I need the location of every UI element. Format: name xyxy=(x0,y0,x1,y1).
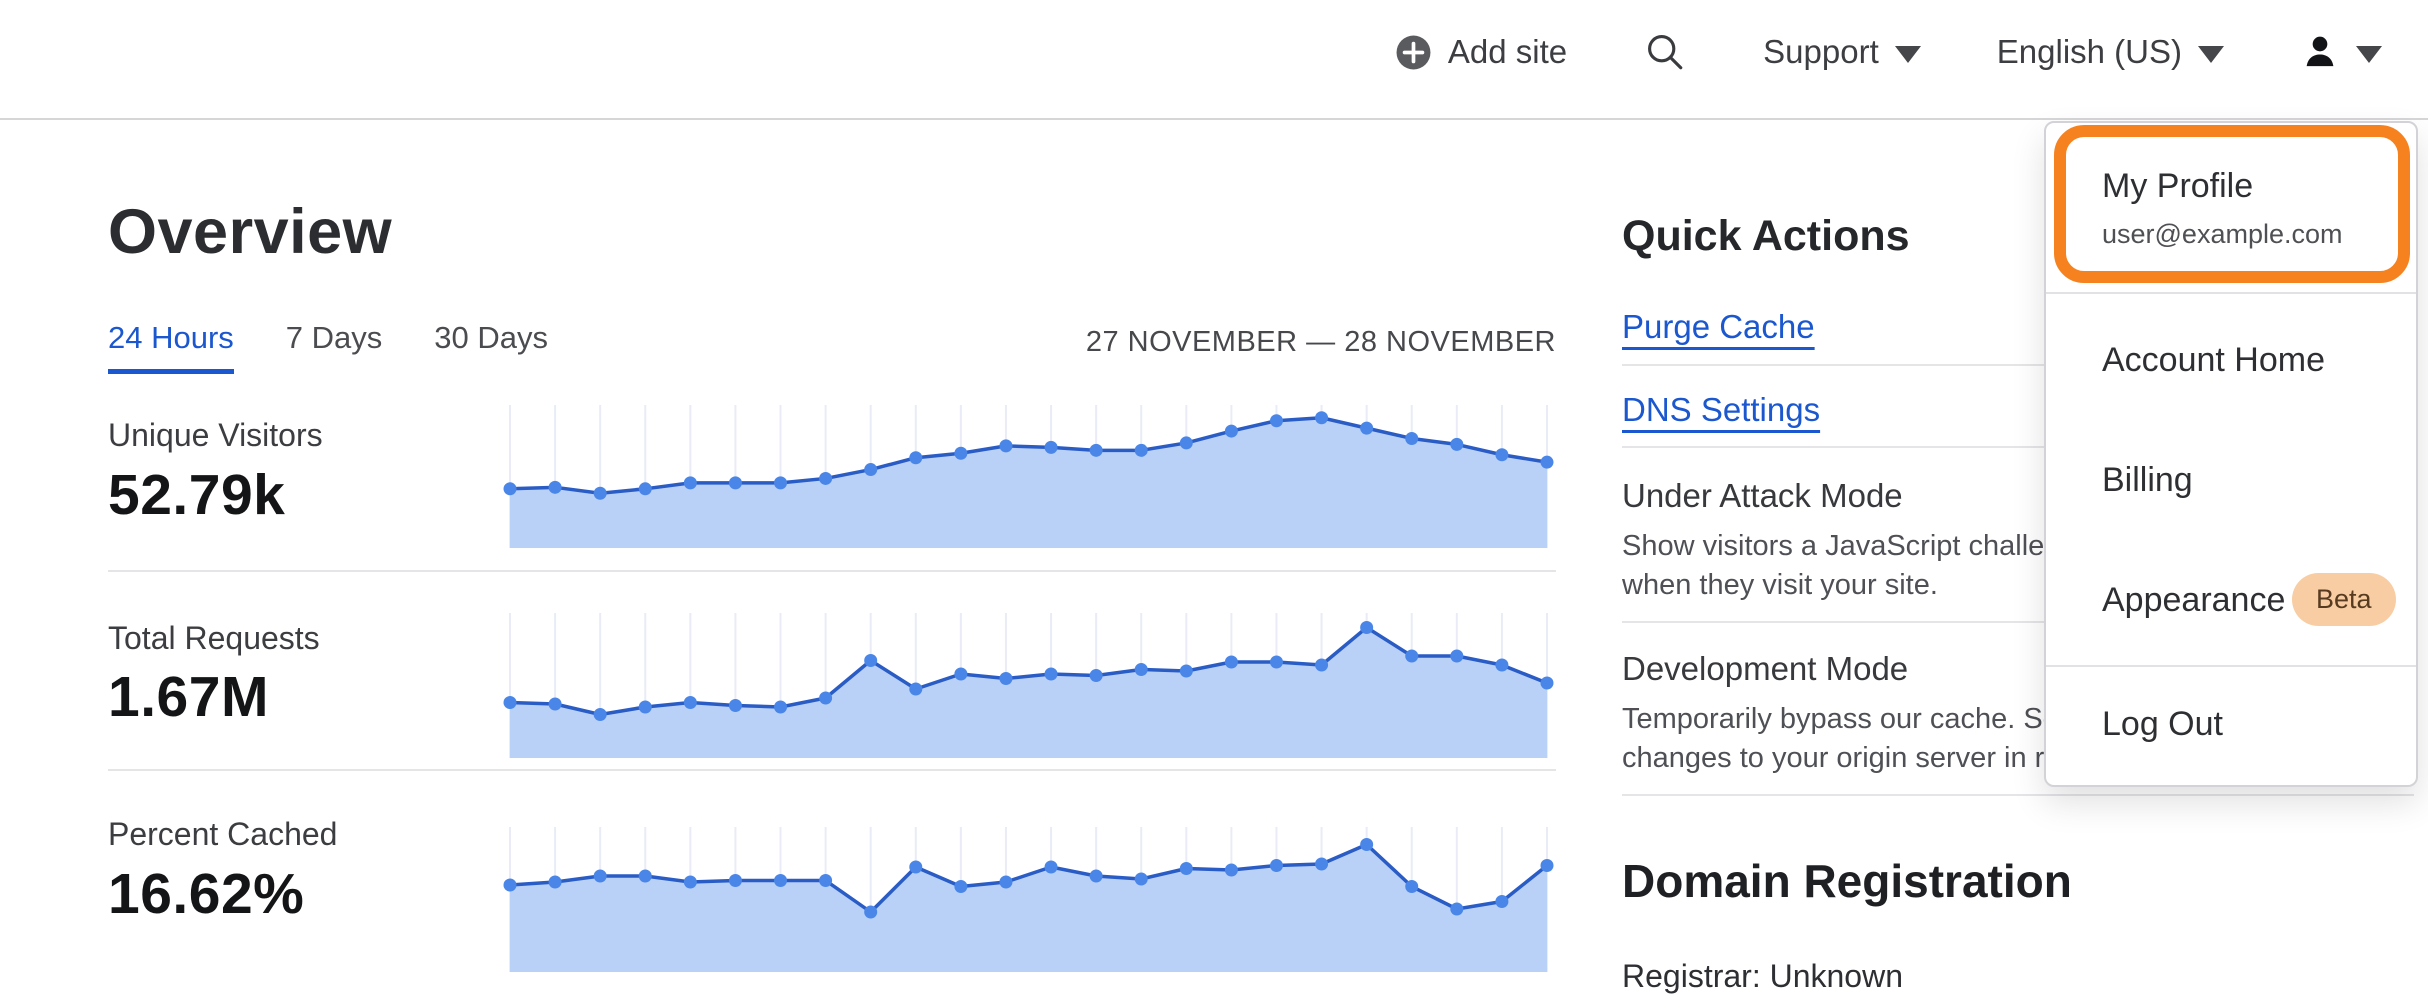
registrar-label: Registrar: Unknown xyxy=(1622,958,1903,994)
divider xyxy=(108,570,1556,572)
appearance-item[interactable]: Appearance xyxy=(2102,581,2286,619)
divider xyxy=(1622,621,2414,623)
chevron-down-icon xyxy=(2356,46,2382,63)
domain-registration-title: Domain Registration xyxy=(1622,855,2072,907)
chevron-down-icon xyxy=(1894,46,1921,63)
account-home-item[interactable]: Account Home xyxy=(2102,341,2325,379)
account-dropdown-menu: My Profile user@example.com Account Home… xyxy=(2044,121,2418,787)
divider xyxy=(2046,665,2416,667)
purge-cache-link[interactable]: Purge Cache xyxy=(1622,308,1815,345)
page-title: Overview xyxy=(108,197,393,267)
tab-30-days[interactable]: 30 Days xyxy=(434,320,549,355)
unique-visitors-chart[interactable] xyxy=(503,400,1554,548)
divider xyxy=(1622,446,2414,448)
dns-settings-link[interactable]: DNS Settings xyxy=(1622,391,1821,428)
tab-7-days[interactable]: 7 Days xyxy=(285,320,383,355)
metric-label-unique-visitors: Unique Visitors xyxy=(108,417,323,453)
percent-cached-chart[interactable] xyxy=(503,822,1554,972)
metric-value-total-requests: 1.67M xyxy=(108,665,269,729)
billing-item[interactable]: Billing xyxy=(2102,461,2193,499)
quick-actions-title: Quick Actions xyxy=(1622,212,1910,260)
user-avatar-icon xyxy=(2306,36,2334,67)
divider xyxy=(2046,292,2416,294)
my-profile-item[interactable]: My Profile xyxy=(2102,167,2254,205)
divider xyxy=(1622,364,2414,366)
top-nav: Add site Support English (US) xyxy=(0,0,2428,120)
development-mode-description-line1: Temporarily bypass our cache. See xyxy=(1622,703,2075,735)
chevron-down-icon xyxy=(2198,46,2224,63)
metric-value-percent-cached: 16.62% xyxy=(108,862,305,926)
log-out-item[interactable]: Log Out xyxy=(2102,705,2223,743)
divider xyxy=(1622,794,2414,796)
support-label: Support xyxy=(1763,33,1879,70)
add-site-button[interactable]: Add site xyxy=(1395,33,1567,71)
add-site-plus-icon xyxy=(1396,35,1431,69)
search-button[interactable] xyxy=(1643,30,1687,74)
beta-badge: Beta xyxy=(2292,573,2396,626)
tab-24-hours[interactable]: 24 Hours xyxy=(108,320,234,374)
profile-email: user@example.com xyxy=(2102,219,2343,249)
time-range-tabs: 24 Hours 7 Days 30 Days xyxy=(108,320,548,374)
metric-value-unique-visitors: 52.79k xyxy=(108,463,286,527)
under-attack-mode-description-line2: when they visit your site. xyxy=(1622,569,1938,601)
under-attack-mode-description-line1: Show visitors a JavaScript challenge xyxy=(1622,530,2093,562)
under-attack-mode-title: Under Attack Mode xyxy=(1622,477,1903,514)
metric-label-total-requests: Total Requests xyxy=(108,620,320,656)
language-label: English (US) xyxy=(1996,33,2182,70)
account-menu-button[interactable] xyxy=(2300,32,2382,72)
search-icon xyxy=(1648,35,1683,70)
divider xyxy=(108,769,1556,771)
development-mode-title: Development Mode xyxy=(1622,650,1909,687)
language-menu[interactable]: English (US) xyxy=(1997,33,2224,71)
support-menu[interactable]: Support xyxy=(1763,33,1921,71)
date-range-label: 27 NOVEMBER — 28 NOVEMBER xyxy=(1085,326,1556,358)
metric-label-percent-cached: Percent Cached xyxy=(108,816,338,852)
add-site-label: Add site xyxy=(1447,33,1568,70)
total-requests-chart[interactable] xyxy=(503,608,1554,758)
